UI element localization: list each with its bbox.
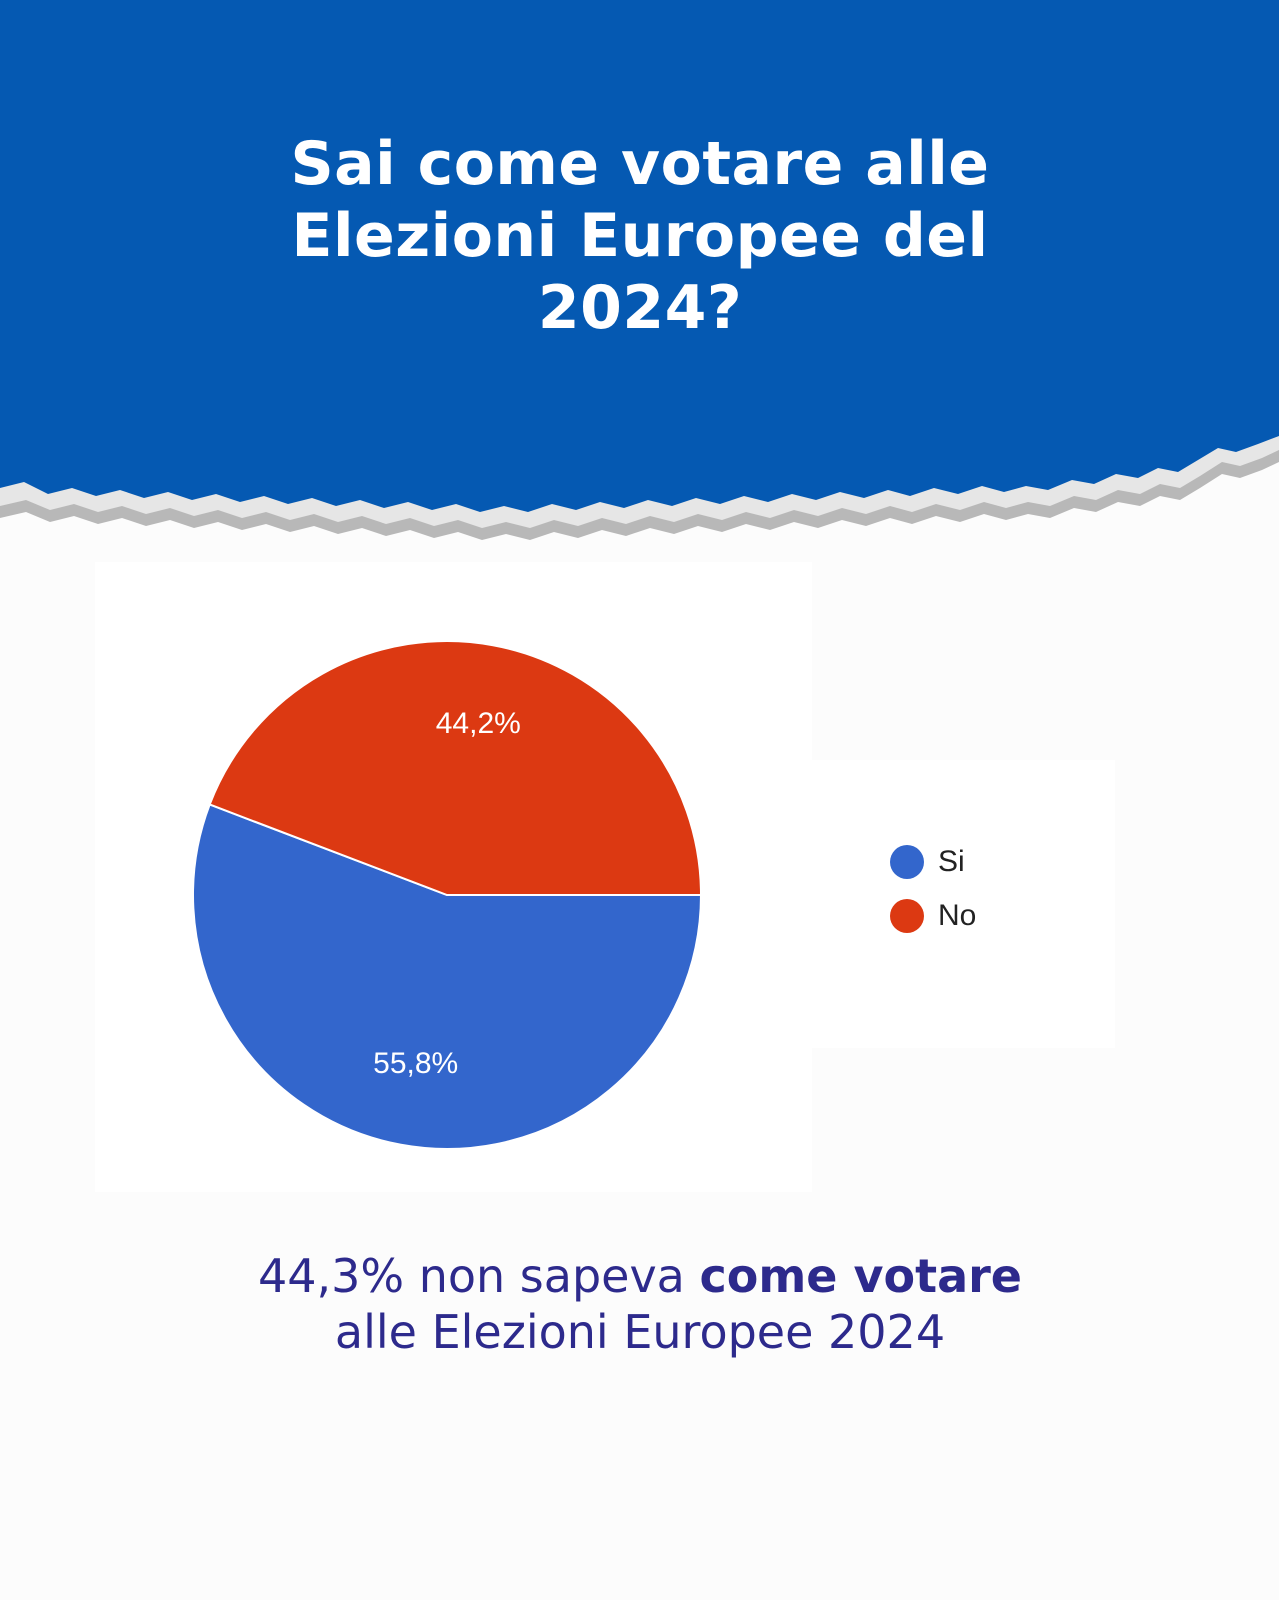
title-line-2: Elezioni Europee del — [291, 201, 989, 271]
header-blue-fill — [0, 0, 1279, 512]
pie-label-no: 44,2% — [436, 707, 521, 740]
caption-bold: come votare — [699, 1249, 1023, 1303]
legend-item-no: No — [890, 896, 976, 936]
pie-slice-no — [208, 640, 703, 896]
pie-chart: 55,8% 44,2% — [192, 640, 703, 1150]
title-line-3: 2024? — [537, 273, 743, 343]
legend-swatch-no — [890, 899, 924, 933]
header-band: Sai come votare alle Elezioni Europee de… — [0, 0, 1279, 560]
legend-label-si: Si — [938, 845, 965, 878]
page-title: Sai come votare alle Elezioni Europee de… — [190, 128, 1090, 344]
pie-chart-card: 55,8% 44,2% — [95, 562, 812, 1192]
header-background — [0, 0, 1279, 540]
pie-slice-si — [192, 803, 703, 1150]
caption: 44,3% non sapeva come votare alle Elezio… — [140, 1248, 1140, 1360]
caption-line-1: 44,3% non sapeva come votare — [140, 1248, 1140, 1304]
legend-item-si: Si — [890, 842, 965, 882]
caption-plain: 44,3% non sapeva — [257, 1249, 700, 1303]
caption-line-2: alle Elezioni Europee 2024 — [334, 1305, 946, 1359]
legend-card: Si No — [812, 760, 1115, 1048]
title-line-1: Sai come votare alle — [290, 129, 990, 199]
legend-label-no: No — [938, 899, 977, 932]
legend-swatch-si — [890, 845, 924, 879]
pie-label-si: 55,8% — [373, 1047, 458, 1080]
